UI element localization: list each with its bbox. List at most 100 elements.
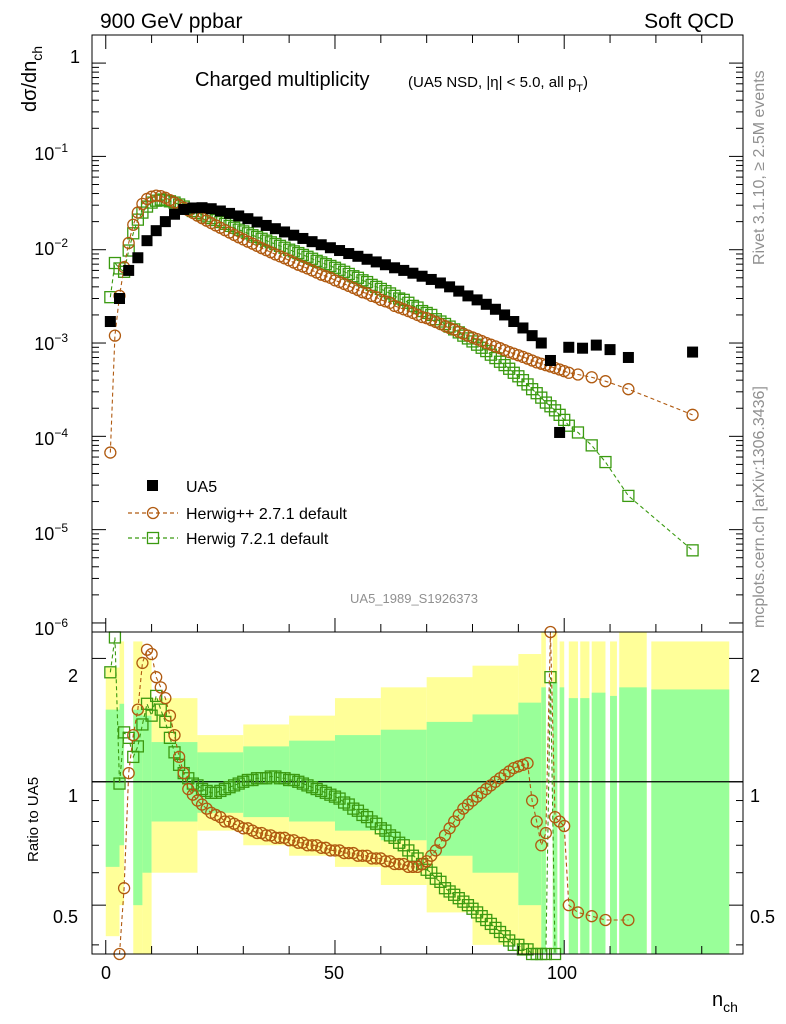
- band-green-2: [133, 709, 143, 906]
- main-herwig7-point: [319, 258, 332, 271]
- ratio-ytick-label-right-1: 1: [750, 786, 760, 806]
- main-herwig7-point: [686, 544, 699, 557]
- ratio-herwigpp-point: [191, 794, 204, 807]
- ratio-herwigpp-point: [328, 844, 342, 857]
- legend-marker-ua5: [147, 480, 158, 491]
- band-green-21: [651, 689, 730, 954]
- ratio-herwigpp-point: [315, 841, 328, 854]
- main-herwigpp-point: [530, 356, 543, 369]
- main-herwig7-point: [530, 387, 543, 400]
- ratio-ytick-label-right-0.5: 0.5: [750, 907, 775, 927]
- band-green-10: [426, 721, 473, 856]
- main-ytick-labels: 1 10−1 10−2 10−3 10−4 10−5 10−6: [34, 47, 80, 639]
- main-herwigpp-point: [108, 329, 122, 342]
- ratio-herwig7-point: [365, 815, 378, 828]
- ratio-herwig7-point: [260, 772, 273, 785]
- ratio-herwigpp-point: [324, 844, 337, 857]
- ratio-herwigpp-point: [218, 815, 232, 828]
- ratio-herwigpp-point: [122, 766, 135, 780]
- main-herwigpp-point: [415, 310, 429, 324]
- ratio-herwigpp-point: [159, 691, 172, 705]
- ytick-label-1: 1: [70, 47, 80, 67]
- main-ua5-point: [535, 337, 547, 349]
- main-herwig7-point: [571, 426, 585, 439]
- ratio-herwigpp-point: [237, 822, 250, 835]
- main-herwigpp-point: [145, 190, 158, 203]
- ratio-herwig7-point: [370, 817, 383, 830]
- xtick-label-50: 50: [324, 963, 344, 983]
- main-herwig7-point: [305, 252, 319, 265]
- main-ua5-point: [159, 216, 171, 228]
- main-ua5-point: [554, 426, 566, 438]
- ratio-herwigpp-point: [282, 834, 296, 847]
- ratio-plot-frame: [91, 631, 744, 955]
- ratio-herwig7-point: [448, 888, 461, 901]
- ratio-herwig7-point: [452, 892, 465, 905]
- main-herwigpp-point: [686, 408, 699, 421]
- ratio-herwig7-point: [278, 772, 291, 785]
- main-ua5-point: [544, 354, 556, 366]
- ratio-herwigpp-point: [292, 836, 305, 849]
- ratio-herwigpp-point: [535, 839, 548, 852]
- main-ua5-point: [590, 339, 602, 351]
- band-green-16: [568, 698, 578, 954]
- ratio-herwigpp-point: [269, 831, 282, 844]
- ratio-herwig7-point: [342, 798, 355, 811]
- main-ua5-point: [205, 203, 217, 215]
- ratio-herwigpp-point: [562, 899, 575, 912]
- ratio-herwig7-point: [292, 775, 305, 788]
- main-herwig7-point: [599, 455, 612, 469]
- ratio-herwigpp-point: [150, 671, 163, 684]
- band-green-11: [472, 714, 519, 873]
- main-ua5-point: [178, 203, 190, 215]
- main-ua5-point: [343, 248, 355, 260]
- legend-marker-herwig7: [146, 531, 160, 545]
- ratio-herwigpp-point: [370, 852, 383, 865]
- ratio-herwig7-point: [498, 930, 511, 943]
- main-herwigpp-point: [571, 368, 585, 381]
- ratio-herwigpp-point: [250, 826, 264, 840]
- ratio-herwigpp-point: [301, 839, 314, 852]
- ratio-herwigpp-point: [379, 855, 392, 868]
- ratio-ytick-label-2: 2: [68, 666, 78, 686]
- main-ua5-point: [361, 253, 373, 265]
- main-ua5-point: [352, 250, 364, 262]
- ratio-herwigpp-point: [342, 846, 355, 860]
- main-herwig7-point: [347, 270, 360, 283]
- ratio-herwig7-point: [315, 784, 328, 798]
- ratio-herwig7-point: [305, 781, 319, 794]
- main-ua5-point: [471, 294, 483, 306]
- ratio-herwigpp-point: [558, 819, 571, 833]
- header-left: 900 GeV ppbar: [100, 10, 242, 33]
- main-ua5-point: [260, 219, 272, 231]
- main-ua5-point: [334, 245, 346, 257]
- main-herwigpp-point: [122, 236, 135, 250]
- ratio-herwig7-point: [159, 715, 172, 729]
- ratio-herwig7-point: [374, 822, 387, 835]
- main-ua5-point: [370, 256, 382, 268]
- main-herwig7-point: [503, 362, 516, 375]
- main-herwigpp-point: [150, 189, 163, 202]
- legend-label-ua5: UA5: [186, 479, 217, 496]
- main-ua5-point: [416, 270, 428, 282]
- ratio-herwig7-point: [461, 899, 475, 912]
- ratio-herwig7-point: [232, 777, 245, 790]
- main-ua5-point: [379, 259, 391, 271]
- main-herwig7-point: [122, 244, 135, 257]
- main-ua5-point: [169, 208, 181, 220]
- main-ua5-point: [499, 309, 511, 321]
- ratio-herwig7-point: [434, 875, 447, 888]
- main-herwig7-point: [328, 261, 342, 274]
- main-herwig7-point: [525, 383, 539, 396]
- ratio-herwigpp-point: [571, 906, 585, 919]
- ratio-herwigpp-point: [406, 860, 420, 874]
- ratio-herwigpp-point: [195, 798, 209, 811]
- ratio-herwigpp-open-circle: [113, 625, 635, 961]
- main-herwigpp-point: [127, 218, 140, 231]
- ratio-herwigpp-point: [140, 643, 154, 656]
- ratio-herwig7-point: [131, 740, 144, 753]
- main-ua5-point: [517, 322, 529, 334]
- ytick-label-1e-4: 10−4: [34, 426, 68, 449]
- band-green-13: [541, 687, 546, 954]
- main-ua5-point: [389, 262, 401, 274]
